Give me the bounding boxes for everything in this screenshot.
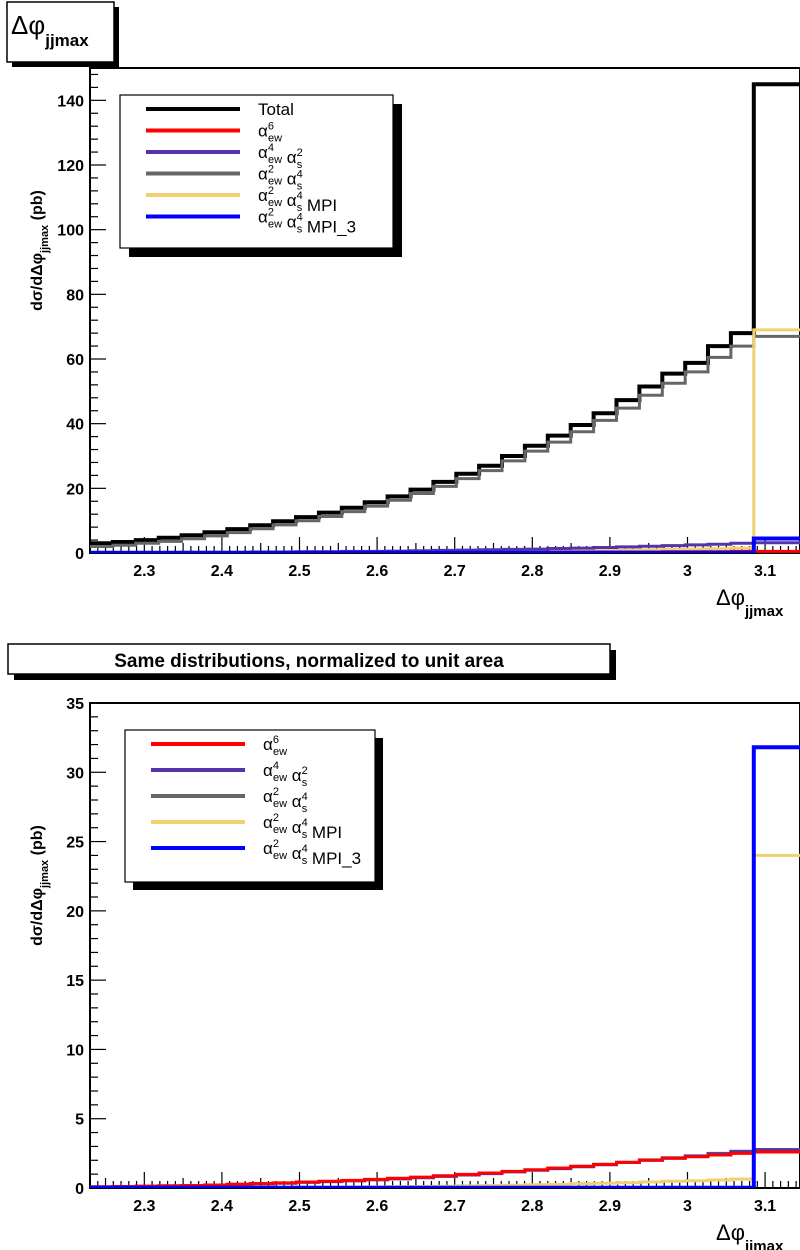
x-tick-label: 2.6 [366,563,388,580]
series--2-ew-4-s-mpi-3 [90,745,800,1188]
x-tick-label: 2.7 [444,563,466,580]
x-axis-title: Δφjjmax [716,1220,784,1250]
series--6-ew [90,1150,800,1188]
y-tick-label: 20 [66,481,84,498]
x-tick-label: 2.5 [288,1198,310,1215]
title-box [6,1,115,63]
legend-entry: α2 ew α4 s MPI [263,812,342,842]
chart-title: Δφjjmax [11,10,89,50]
series-group [90,745,800,1188]
legend-entry: α2 ew α4 s MPI_3 [263,838,361,868]
legend-entry: α2 ew α4 s MPI_3 [258,207,356,237]
y-tick-label: 0 [75,1181,84,1198]
series-group [90,82,800,553]
y-tick-label: 15 [66,973,84,990]
legend-entry: Total [258,100,294,119]
y-tick-label: 0 [75,546,84,563]
y-tick-label: 60 [66,352,84,369]
x-tick-label: 2.9 [599,563,621,580]
legend-entry: α2 ew α4 s [263,786,308,815]
y-tick-label: 140 [57,93,84,110]
x-tick-label: 2.4 [211,563,233,580]
series--2-ew-4-s-mpi-3 [90,536,800,553]
x-tick-label: 2.6 [366,1198,388,1215]
y-tick-label: 30 [66,765,84,782]
x-tick-label: 3 [683,1198,692,1215]
y-tick-label: 40 [66,417,84,434]
y-tick-label: 35 [66,696,84,713]
y-tick-label: 80 [66,287,84,304]
x-tick-label: 2.5 [288,563,310,580]
legend-entry: α4 ew α2 s [258,142,303,171]
x-tick-label: 2.9 [599,1198,621,1215]
x-tick-label: 3 [683,563,692,580]
y-tick-label: 100 [57,223,84,240]
x-tick-label: 2.8 [521,1198,543,1215]
legend-box [124,729,376,883]
x-tick-label: 2.3 [133,1198,155,1215]
chart-panel-2: Same distributions, normalized to unit a… [7,643,800,1250]
x-tick-label: 2.3 [133,563,155,580]
title-box [7,643,611,675]
chart-panel-1: Δφjjmax 0 20 40 60 80 100 120 140 2.3 2.4 2.5 2.6 2.7… [6,1,800,620]
y-tick-label: 25 [66,835,84,852]
series-total [90,82,800,546]
y-axis-title: dσ/dΔφjjmax (pb) [29,825,51,946]
x-tick-label: 2.7 [444,1198,466,1215]
x-tick-label: 2.8 [521,563,543,580]
x-tick-label: 3.1 [754,1198,776,1215]
y-tick-label: 120 [57,158,84,175]
legend-entry: α2 ew α4 s MPI [258,185,337,215]
series--2-ew-4-s-mpi [90,853,800,1188]
y-tick-label: 20 [66,904,84,921]
chart-title: Same distributions, normalized to unit a… [114,651,504,672]
legend-entry: α2 ew α4 s [258,164,303,193]
x-axis-title: Δφjjmax [716,585,784,620]
x-tick-label: 3.1 [754,563,776,580]
legend-entry: α6 ew [263,734,287,758]
y-axis-title: dσ/dΔφjjmax (pb) [29,190,51,311]
y-tick-label: 5 [75,1112,84,1129]
legend-entry: α6 ew [258,121,282,145]
x-tick-label: 2.4 [211,1198,233,1215]
series--2-ew-4-s [90,334,800,548]
legend-entry: α4 ew α2 s [263,760,308,789]
y-tick-label: 10 [66,1042,84,1059]
